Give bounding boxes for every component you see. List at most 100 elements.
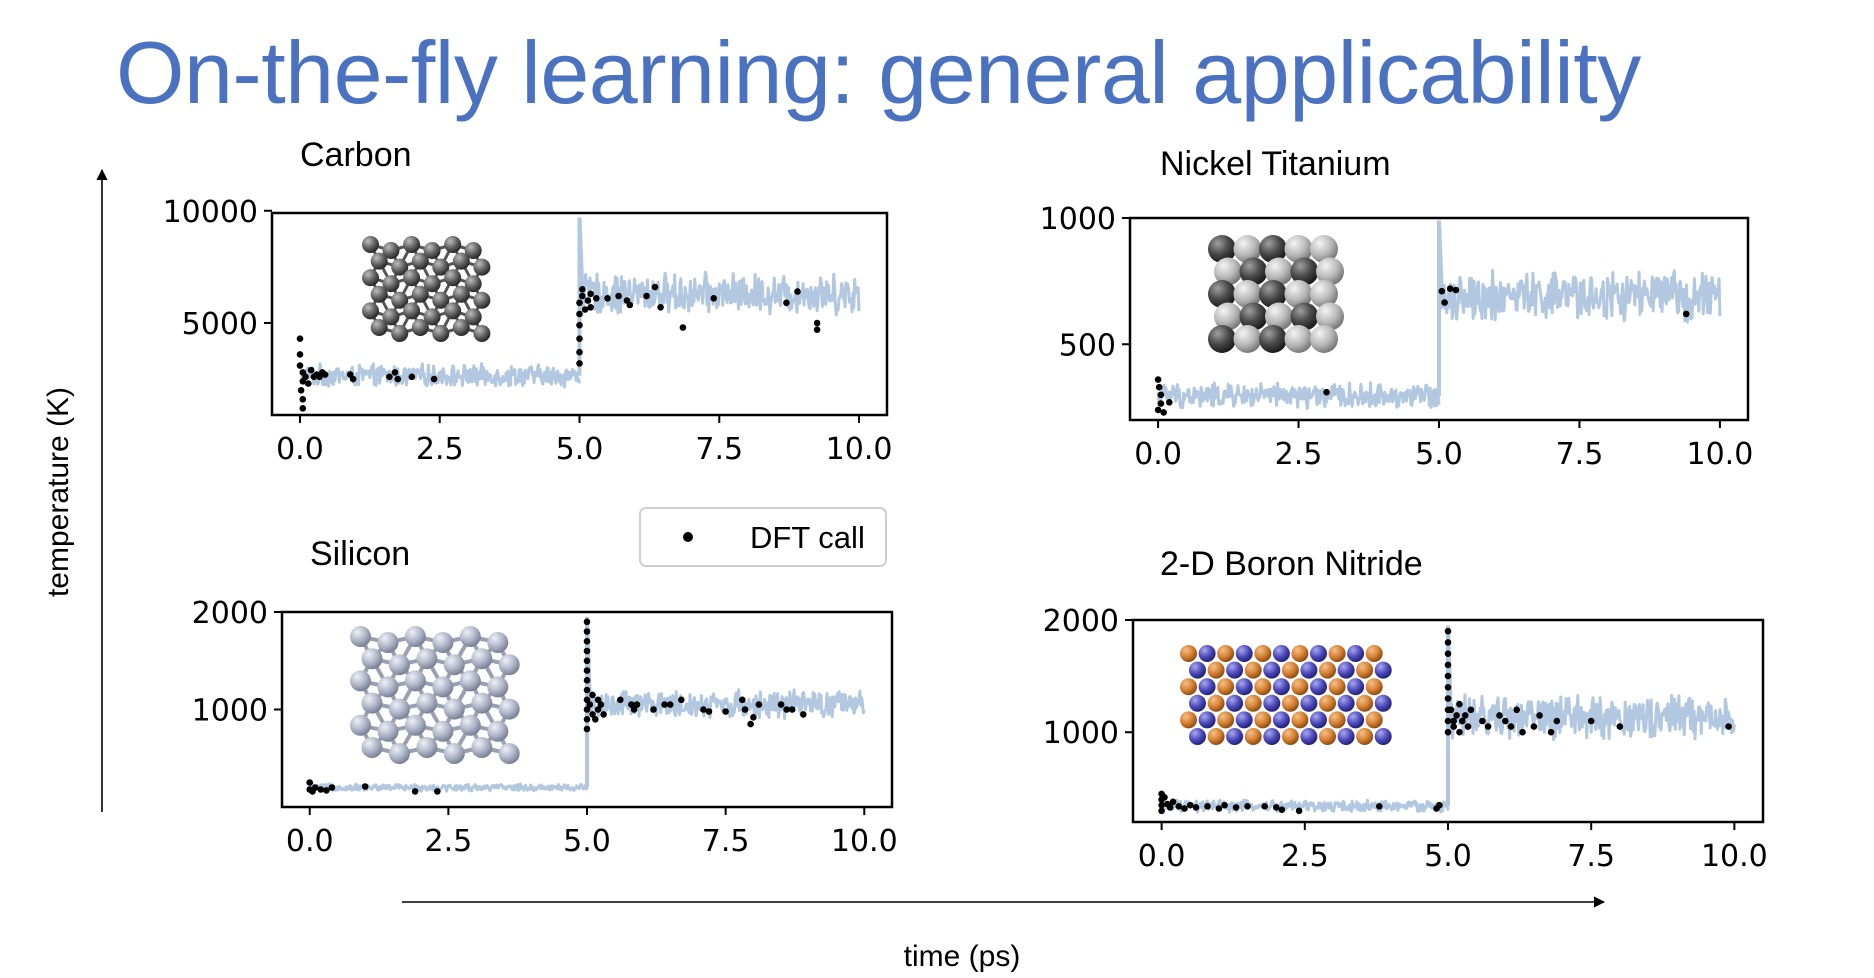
dft-call-point [386,373,393,381]
dft-call-point [583,725,591,733]
chart-panels: Carbon 0.0 2.5 5.0 7.5 10.0 5000 10000 Nickel Ti… [163,136,1768,874]
dft-call-point [1221,801,1228,809]
dft-call-point [1452,286,1460,294]
dft-call-point [583,667,591,674]
dft-call-point [1446,285,1454,293]
dft-call-point [705,708,713,715]
dft-call-point [1519,728,1526,736]
dft-call-point [1479,717,1486,725]
dft-call-point [604,295,611,302]
chart-title: Nickel Titanium [1160,145,1391,183]
dft-call-point [408,373,416,381]
trajectory-segment-2 [585,688,866,721]
dft-call-point [583,657,591,665]
dft-call-point [1169,798,1177,806]
dft-call-point [581,306,589,313]
dft-call-point [633,701,641,708]
dft-call-point [1261,803,1268,810]
dft-call-point [306,779,314,786]
dft-call-point [1459,717,1466,725]
dft-call-point [1278,806,1286,813]
dft-call-point [1166,399,1173,406]
dft-call-point [1157,391,1165,399]
dft-call-point [583,716,591,723]
y-tick-label: 1000 [1040,202,1116,237]
dft-call-point [296,362,304,369]
x-tick-label: 2.5 [416,432,464,467]
dft-call-point [1187,801,1194,809]
dft-call-point [411,788,419,795]
dft-call-point [1547,728,1555,736]
dft-call-point [299,405,307,412]
dft-call-point [1725,723,1732,730]
dft-call-point [739,696,746,704]
x-tick-label: 10.0 [1701,839,1768,874]
dft-call-point [600,711,607,718]
nickel-titanium-cluster-icon [1208,235,1344,353]
dft-call-point [1161,794,1168,801]
dft-call-point [1444,695,1452,702]
dft-call-point [800,711,807,718]
dft-call-points [1158,627,1732,815]
silicon-diamond-lattice-icon [350,626,520,764]
dft-call-point [700,706,707,713]
dft-call-point [305,380,312,387]
dft-call-point [592,716,599,723]
dft-call-point [576,321,583,329]
dft-call-point [576,299,583,307]
chart-title: Silicon [310,535,410,573]
dft-call-point [299,396,307,403]
dft-call-point [678,696,685,704]
dft-call-point [349,375,357,383]
dft-call-point [587,290,594,298]
y-tick-label: 10000 [163,195,258,230]
chart-carbon: Carbon 0.0 2.5 5.0 7.5 10.0 5000 10000 [163,136,893,467]
dft-call-point [1450,723,1457,730]
dft-call-point [679,324,687,331]
chart-nickel-titanium: Nickel Titanium 0.0 2.5 5.0 7.5 10.0 500 1000 [1040,145,1754,472]
dft-call-point [583,677,591,684]
dft-call-point [1154,406,1162,414]
dft-call-point [328,784,336,791]
dft-call-point [1157,400,1165,407]
y-axis-label: temperature (K) [42,387,75,597]
y-tick-label: 2000 [1043,604,1119,639]
dft-call-point [615,292,622,300]
dft-call-point [589,711,596,718]
trajectory-segment-2 [1446,693,1736,742]
dft-call-point [741,706,749,713]
dft-call-point [583,618,591,626]
dft-call-point [813,326,821,334]
dft-call-point [666,701,674,708]
legend-box [639,507,887,567]
dft-call-point [1536,712,1543,719]
dft-call-point [747,720,754,728]
dft-call-point [710,295,717,302]
dft-call-point [312,784,319,791]
dft-call-point [777,701,785,708]
dft-call-point [750,714,757,721]
dft-call-point [1444,717,1452,725]
dft-call-point [1215,805,1223,812]
dft-call-point [755,701,763,708]
dft-call-point [1513,706,1520,714]
carbon-diamond-lattice-icon [362,236,491,342]
boron-nitride-sheet-icon [1180,645,1392,745]
dft-call-point [317,786,325,793]
dft-call-point [394,375,402,383]
x-tick-label: 2.5 [425,824,473,859]
dft-call-point [1166,804,1174,811]
dft-call-point [361,783,369,790]
dft-call-point [783,706,790,713]
dft-call-point [1295,807,1303,815]
dft-call-point [323,787,330,794]
dft-call-point [651,283,659,291]
dft-call-point [1244,803,1251,810]
dft-call-points [306,618,807,795]
dft-call-point [1530,723,1538,730]
dft-call-point [794,288,801,295]
trajectory-segment-2 [578,270,861,317]
y-tick-label: 1000 [1043,716,1119,751]
dft-call-point [583,628,591,635]
dft-call-point [1461,712,1469,719]
